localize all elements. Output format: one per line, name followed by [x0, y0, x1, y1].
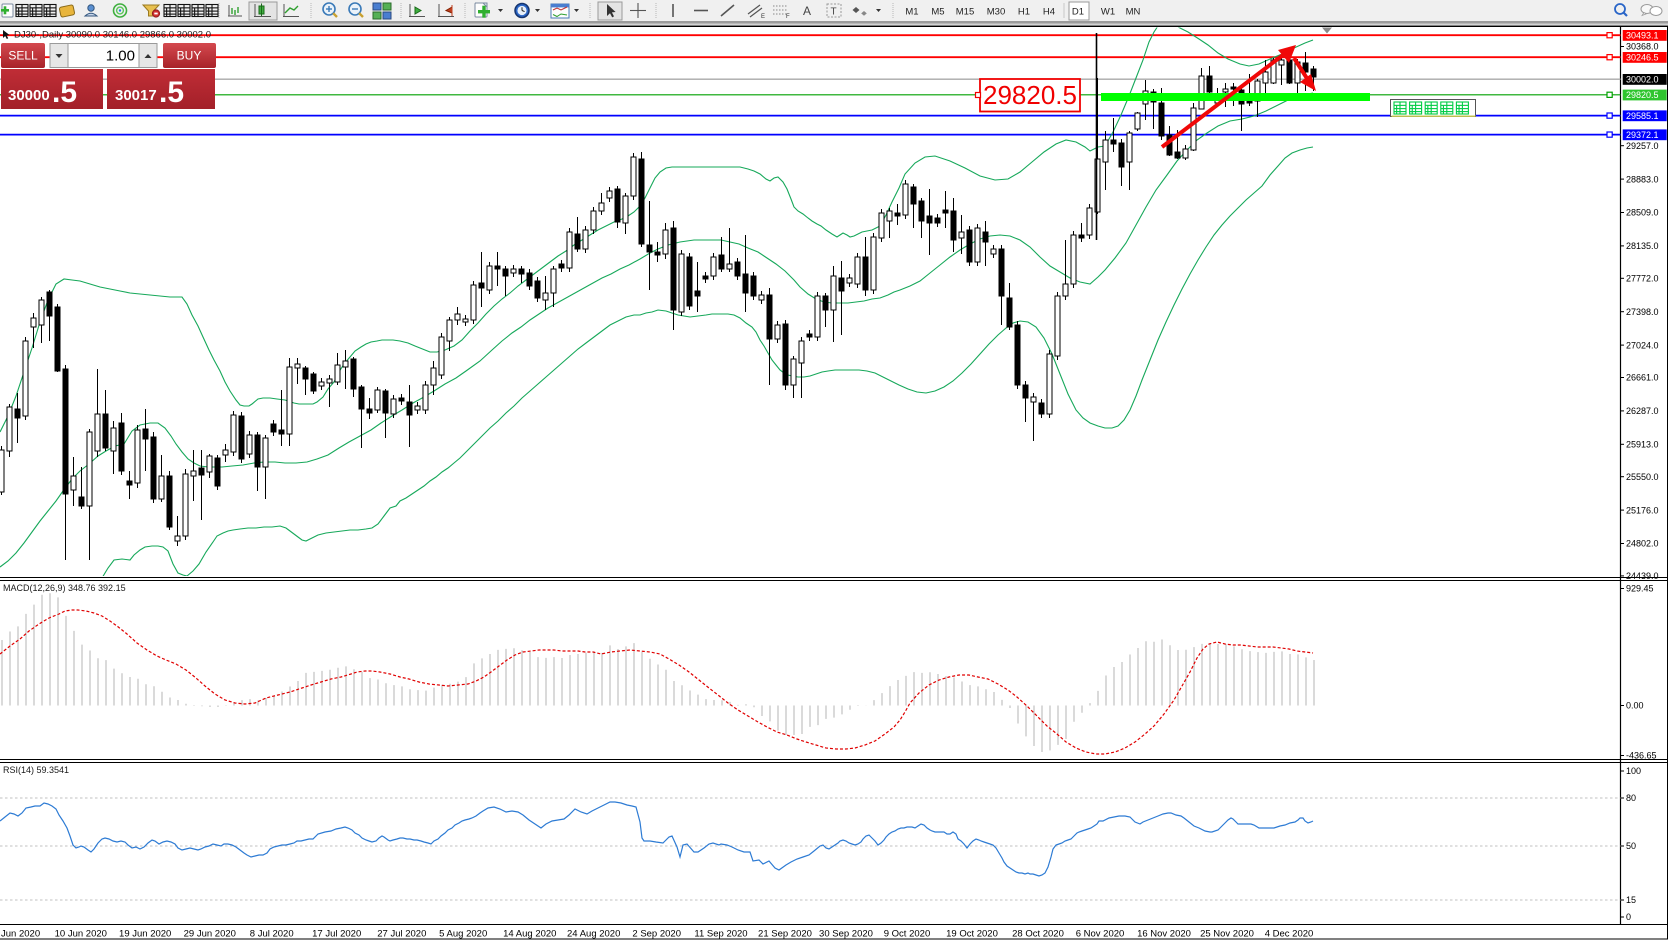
svg-text:27 Jul 2020: 27 Jul 2020 — [377, 929, 426, 940]
svg-text:30000: 30000 — [8, 87, 50, 104]
svg-text:M1: M1 — [905, 7, 918, 18]
svg-text:30368.0: 30368.0 — [1626, 42, 1659, 52]
svg-text:25176.0: 25176.0 — [1626, 505, 1659, 515]
svg-text:17 Jul 2020: 17 Jul 2020 — [312, 929, 361, 940]
svg-text:28883.0: 28883.0 — [1626, 174, 1659, 184]
svg-text:H1: H1 — [1018, 7, 1030, 18]
svg-text:MACD(12,26,9) 348.76 392.15: MACD(12,26,9) 348.76 392.15 — [3, 583, 126, 593]
svg-text:28509.0: 28509.0 — [1626, 208, 1659, 218]
svg-text:29820.5: 29820.5 — [1626, 90, 1659, 100]
svg-text:30002.0: 30002.0 — [1626, 75, 1659, 85]
svg-text:24 Aug 2020: 24 Aug 2020 — [567, 929, 620, 940]
svg-text:A: A — [803, 4, 811, 18]
svg-text:BUY: BUY — [177, 49, 202, 63]
svg-text:M30: M30 — [987, 7, 1005, 18]
svg-text:F: F — [786, 14, 790, 20]
svg-text:25913.0: 25913.0 — [1626, 440, 1659, 450]
svg-text:50: 50 — [1626, 841, 1636, 851]
svg-text:24439.0: 24439.0 — [1626, 571, 1659, 581]
svg-text:30017: 30017 — [115, 87, 157, 104]
svg-text:0.00: 0.00 — [1626, 701, 1644, 711]
svg-text:5 Aug 2020: 5 Aug 2020 — [439, 929, 487, 940]
svg-text:E: E — [761, 14, 765, 20]
svg-text:30246.5: 30246.5 — [1626, 53, 1659, 63]
svg-text:28135.0: 28135.0 — [1626, 241, 1659, 251]
svg-text:6 Nov 2020: 6 Nov 2020 — [1076, 929, 1125, 940]
svg-text:0: 0 — [1626, 912, 1631, 922]
svg-text:26287.0: 26287.0 — [1626, 406, 1659, 416]
svg-text:15: 15 — [1626, 895, 1636, 905]
svg-text:21 Sep 2020: 21 Sep 2020 — [758, 929, 812, 940]
svg-text:30493.1: 30493.1 — [1626, 31, 1659, 41]
svg-text:9 Oct 2020: 9 Oct 2020 — [884, 929, 930, 940]
svg-text:100: 100 — [1626, 766, 1641, 776]
svg-text:27398.0: 27398.0 — [1626, 307, 1659, 317]
svg-text:26661.0: 26661.0 — [1626, 373, 1659, 383]
svg-text:28 Oct 2020: 28 Oct 2020 — [1012, 929, 1064, 940]
svg-text:27024.0: 27024.0 — [1626, 340, 1659, 350]
svg-text:11 Sep 2020: 11 Sep 2020 — [694, 929, 747, 940]
svg-text:D1: D1 — [1072, 7, 1084, 18]
svg-text:10 Jun 2020: 10 Jun 2020 — [55, 929, 107, 940]
svg-text:16 Nov 2020: 16 Nov 2020 — [1137, 929, 1191, 940]
svg-text:MN: MN — [1126, 7, 1141, 18]
svg-text:M5: M5 — [931, 7, 944, 18]
svg-text:M15: M15 — [956, 7, 974, 18]
svg-text:8 Jul 2020: 8 Jul 2020 — [250, 929, 294, 940]
svg-text:27772.0: 27772.0 — [1626, 274, 1659, 284]
svg-text:80: 80 — [1626, 793, 1636, 803]
svg-text:29585.1: 29585.1 — [1626, 111, 1659, 121]
svg-text:30 Sep 2020: 30 Sep 2020 — [819, 929, 873, 940]
svg-text:24802.0: 24802.0 — [1626, 539, 1659, 549]
svg-text:3 Jun 2020: 3 Jun 2020 — [0, 929, 40, 940]
svg-text:H4: H4 — [1043, 7, 1055, 18]
svg-text:1.00: 1.00 — [106, 48, 135, 65]
svg-text:-436.65: -436.65 — [1626, 751, 1657, 761]
svg-text:19 Jun 2020: 19 Jun 2020 — [119, 929, 171, 940]
svg-text:T: T — [831, 7, 837, 18]
svg-text:DJ30-,Daily 30090.0 30146.0 2: DJ30-,Daily 30090.0 30146.0 29866.0 3000… — [14, 30, 211, 41]
svg-text:29820.5: 29820.5 — [983, 80, 1077, 110]
svg-text:25550.0: 25550.0 — [1626, 472, 1659, 482]
svg-text:14 Aug 2020: 14 Aug 2020 — [503, 929, 556, 940]
svg-text:25 Nov 2020: 25 Nov 2020 — [1200, 929, 1254, 940]
svg-text:RSI(14) 59.3541: RSI(14) 59.3541 — [3, 765, 69, 775]
svg-text:19 Oct 2020: 19 Oct 2020 — [946, 929, 998, 940]
svg-text:4 Dec 2020: 4 Dec 2020 — [1265, 929, 1314, 940]
svg-text:.5: .5 — [52, 76, 77, 109]
svg-text:929.45: 929.45 — [1626, 584, 1654, 594]
svg-text:.5: .5 — [159, 76, 184, 109]
svg-text:W1: W1 — [1101, 7, 1115, 18]
svg-text:2 Sep 2020: 2 Sep 2020 — [632, 929, 681, 940]
svg-text:29257.0: 29257.0 — [1626, 141, 1659, 151]
svg-text:29 Jun 2020: 29 Jun 2020 — [184, 929, 236, 940]
svg-text:SELL: SELL — [8, 49, 38, 63]
svg-text:29372.1: 29372.1 — [1626, 130, 1659, 140]
